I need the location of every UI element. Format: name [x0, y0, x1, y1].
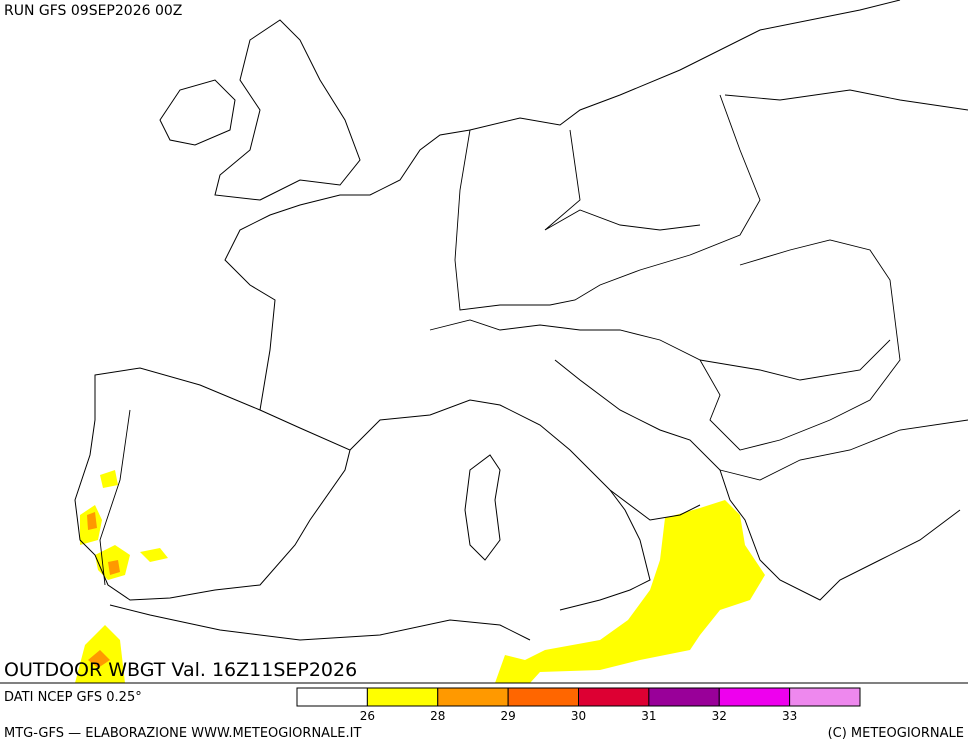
coastline	[159, 79, 236, 146]
legend-swatch	[578, 687, 650, 707]
footer-right: (C) METEOGIORNALE	[828, 726, 964, 741]
legend-threshold: 33	[782, 709, 797, 723]
coastline	[214, 19, 361, 201]
border	[719, 419, 968, 481]
coastline	[554, 359, 961, 601]
legend-threshold: 29	[500, 709, 515, 723]
border	[699, 339, 891, 381]
coastline	[349, 399, 701, 521]
legend-threshold: 31	[641, 709, 656, 723]
coastline	[109, 604, 531, 641]
heat-area	[495, 500, 765, 683]
legend-swatch	[789, 687, 861, 707]
legend-swatch	[718, 687, 791, 707]
source-label: DATI NCEP GFS 0.25°	[4, 690, 142, 705]
border	[544, 129, 701, 231]
border	[724, 89, 968, 111]
heat-area	[87, 512, 97, 530]
run-label: RUN GFS 09SEP2026 00Z	[4, 3, 182, 19]
heat-area	[100, 470, 118, 488]
border	[99, 409, 131, 586]
coastline	[464, 454, 501, 561]
legend: 26 28 29 30 31 32 33	[296, 687, 861, 723]
legend-swatch	[437, 687, 509, 707]
heat-area	[88, 650, 110, 668]
legend-swatch	[366, 687, 439, 707]
map-title: OUTDOOR WBGT Val. 16Z11SEP2026	[4, 659, 357, 681]
legend-threshold: 26	[360, 709, 375, 723]
coastline	[559, 489, 651, 611]
map	[74, 0, 968, 683]
border	[429, 239, 901, 451]
coastline	[224, 0, 901, 411]
legend-threshold: 30	[571, 709, 586, 723]
footer-left: MTG-GFS — ELABORAZIONE WWW.METEOGIORNALE…	[4, 726, 361, 741]
legend-swatch	[296, 687, 368, 707]
coastline	[74, 367, 351, 601]
legend-swatch	[648, 687, 720, 707]
legend-swatch	[507, 687, 579, 707]
legend-threshold: 28	[430, 709, 445, 723]
heat-area	[108, 560, 120, 575]
border	[454, 94, 761, 311]
heat-area	[140, 548, 168, 562]
legend-threshold: 32	[712, 709, 727, 723]
